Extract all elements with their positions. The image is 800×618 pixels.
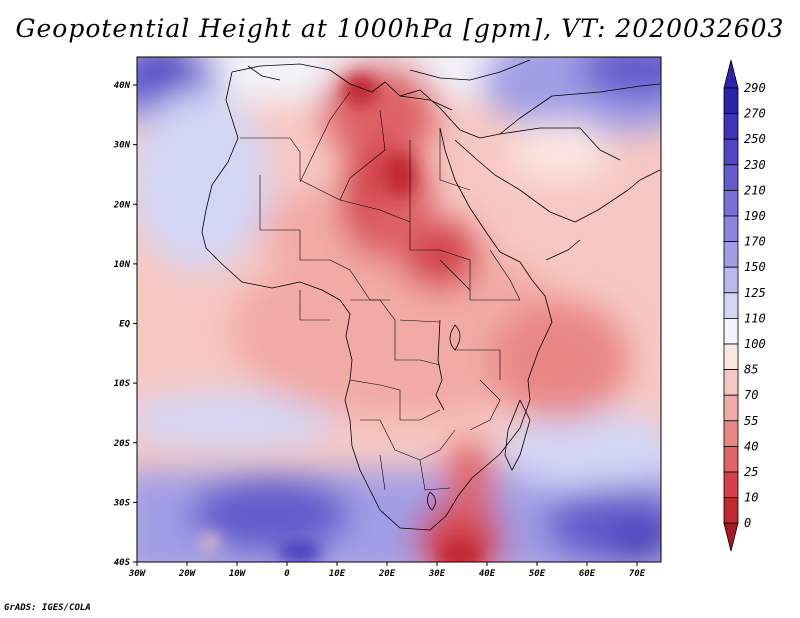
colorbar-level-label: 170 [744,235,766,249]
colorbar-swatch [723,497,739,524]
colorbar-swatch [723,445,739,473]
colorbar-swatch [723,87,739,115]
colorbar-swatch [723,215,739,243]
colorbar-level-label: 110 [744,311,766,325]
lon-tick-label: 60E [579,569,596,579]
lon-tick-label: 0 [284,569,290,579]
colorbar-level-label: 250 [744,132,766,146]
map-frame [136,56,662,563]
colorbar-swatch [723,292,739,319]
footer-credit: GrADS: IGES/COLA [4,603,91,613]
lat-tick-label: 40N [114,81,131,91]
lat-tick-label: EQ [119,320,130,330]
chart-title: Geopotential Height at 1000hPa [gpm], VT… [15,14,785,43]
colorbar-level-label: 270 [744,107,766,121]
colorbar-level-label: 25 [744,465,758,479]
lon-tick-label: 50E [529,569,546,579]
lat-tick-label: 40S [114,558,131,568]
colorbar-swatch [723,164,739,191]
colorbar-level-label: 150 [744,260,766,274]
colorbar-level-label: 85 [744,363,758,377]
lon-tick-label: 20W [178,569,197,579]
colorbar-level-label: 290 [744,81,766,95]
colorbar-level-label: 55 [744,414,758,428]
colorbar-swatch [723,113,739,140]
lon-tick-label: 10W [229,569,247,579]
height-field [137,57,661,562]
lat-tick-label: 20S [113,439,131,449]
colorbar: 2902702502302101901701501251101008570554… [723,59,766,552]
lon-tick-label: 30E [428,569,446,579]
colorbar-swatch [723,471,739,499]
lat-tick-label: 30S [113,498,131,508]
lat-tick-label: 10S [114,379,131,389]
lon-tick-label: 10E [329,569,346,579]
colorbar-swatch [723,317,739,345]
colorbar-swatch [723,241,739,268]
colorbar-level-label: 100 [744,337,766,351]
colorbar-swatch [723,266,739,294]
colorbar-level-label: 230 [744,158,766,172]
colorbar-level-label: 0 [744,516,751,530]
lat-tick-label: 20N [113,200,131,210]
lon-tick-label: 30W [128,569,147,579]
colorbar-swatch [723,138,739,166]
colorbar-level-label: 190 [744,209,766,223]
colorbar-level-label: 40 [744,439,758,453]
colorbar-swatch [723,394,739,422]
colorbar-swatch [723,189,739,217]
lon-tick-label: 70E [629,569,646,579]
lon-tick-label: 20E [378,569,396,579]
colorbar-level-label: 125 [744,286,766,300]
colorbar-bottom-arrow [723,522,739,552]
colorbar-level-label: 10 [744,491,758,505]
lat-tick-label: 10N [114,260,131,270]
lat-tick-label: 30N [113,141,131,151]
colorbar-swatch [723,420,739,447]
colorbar-level-label: 70 [744,388,758,402]
country-borders [240,91,521,491]
colorbar-top-arrow [723,59,739,89]
colorbar-swatch [723,369,739,396]
coastlines [201,59,661,531]
colorbar-level-label: 210 [744,183,766,197]
colorbar-swatch [723,343,739,371]
lon-tick-label: 40E [479,569,496,579]
